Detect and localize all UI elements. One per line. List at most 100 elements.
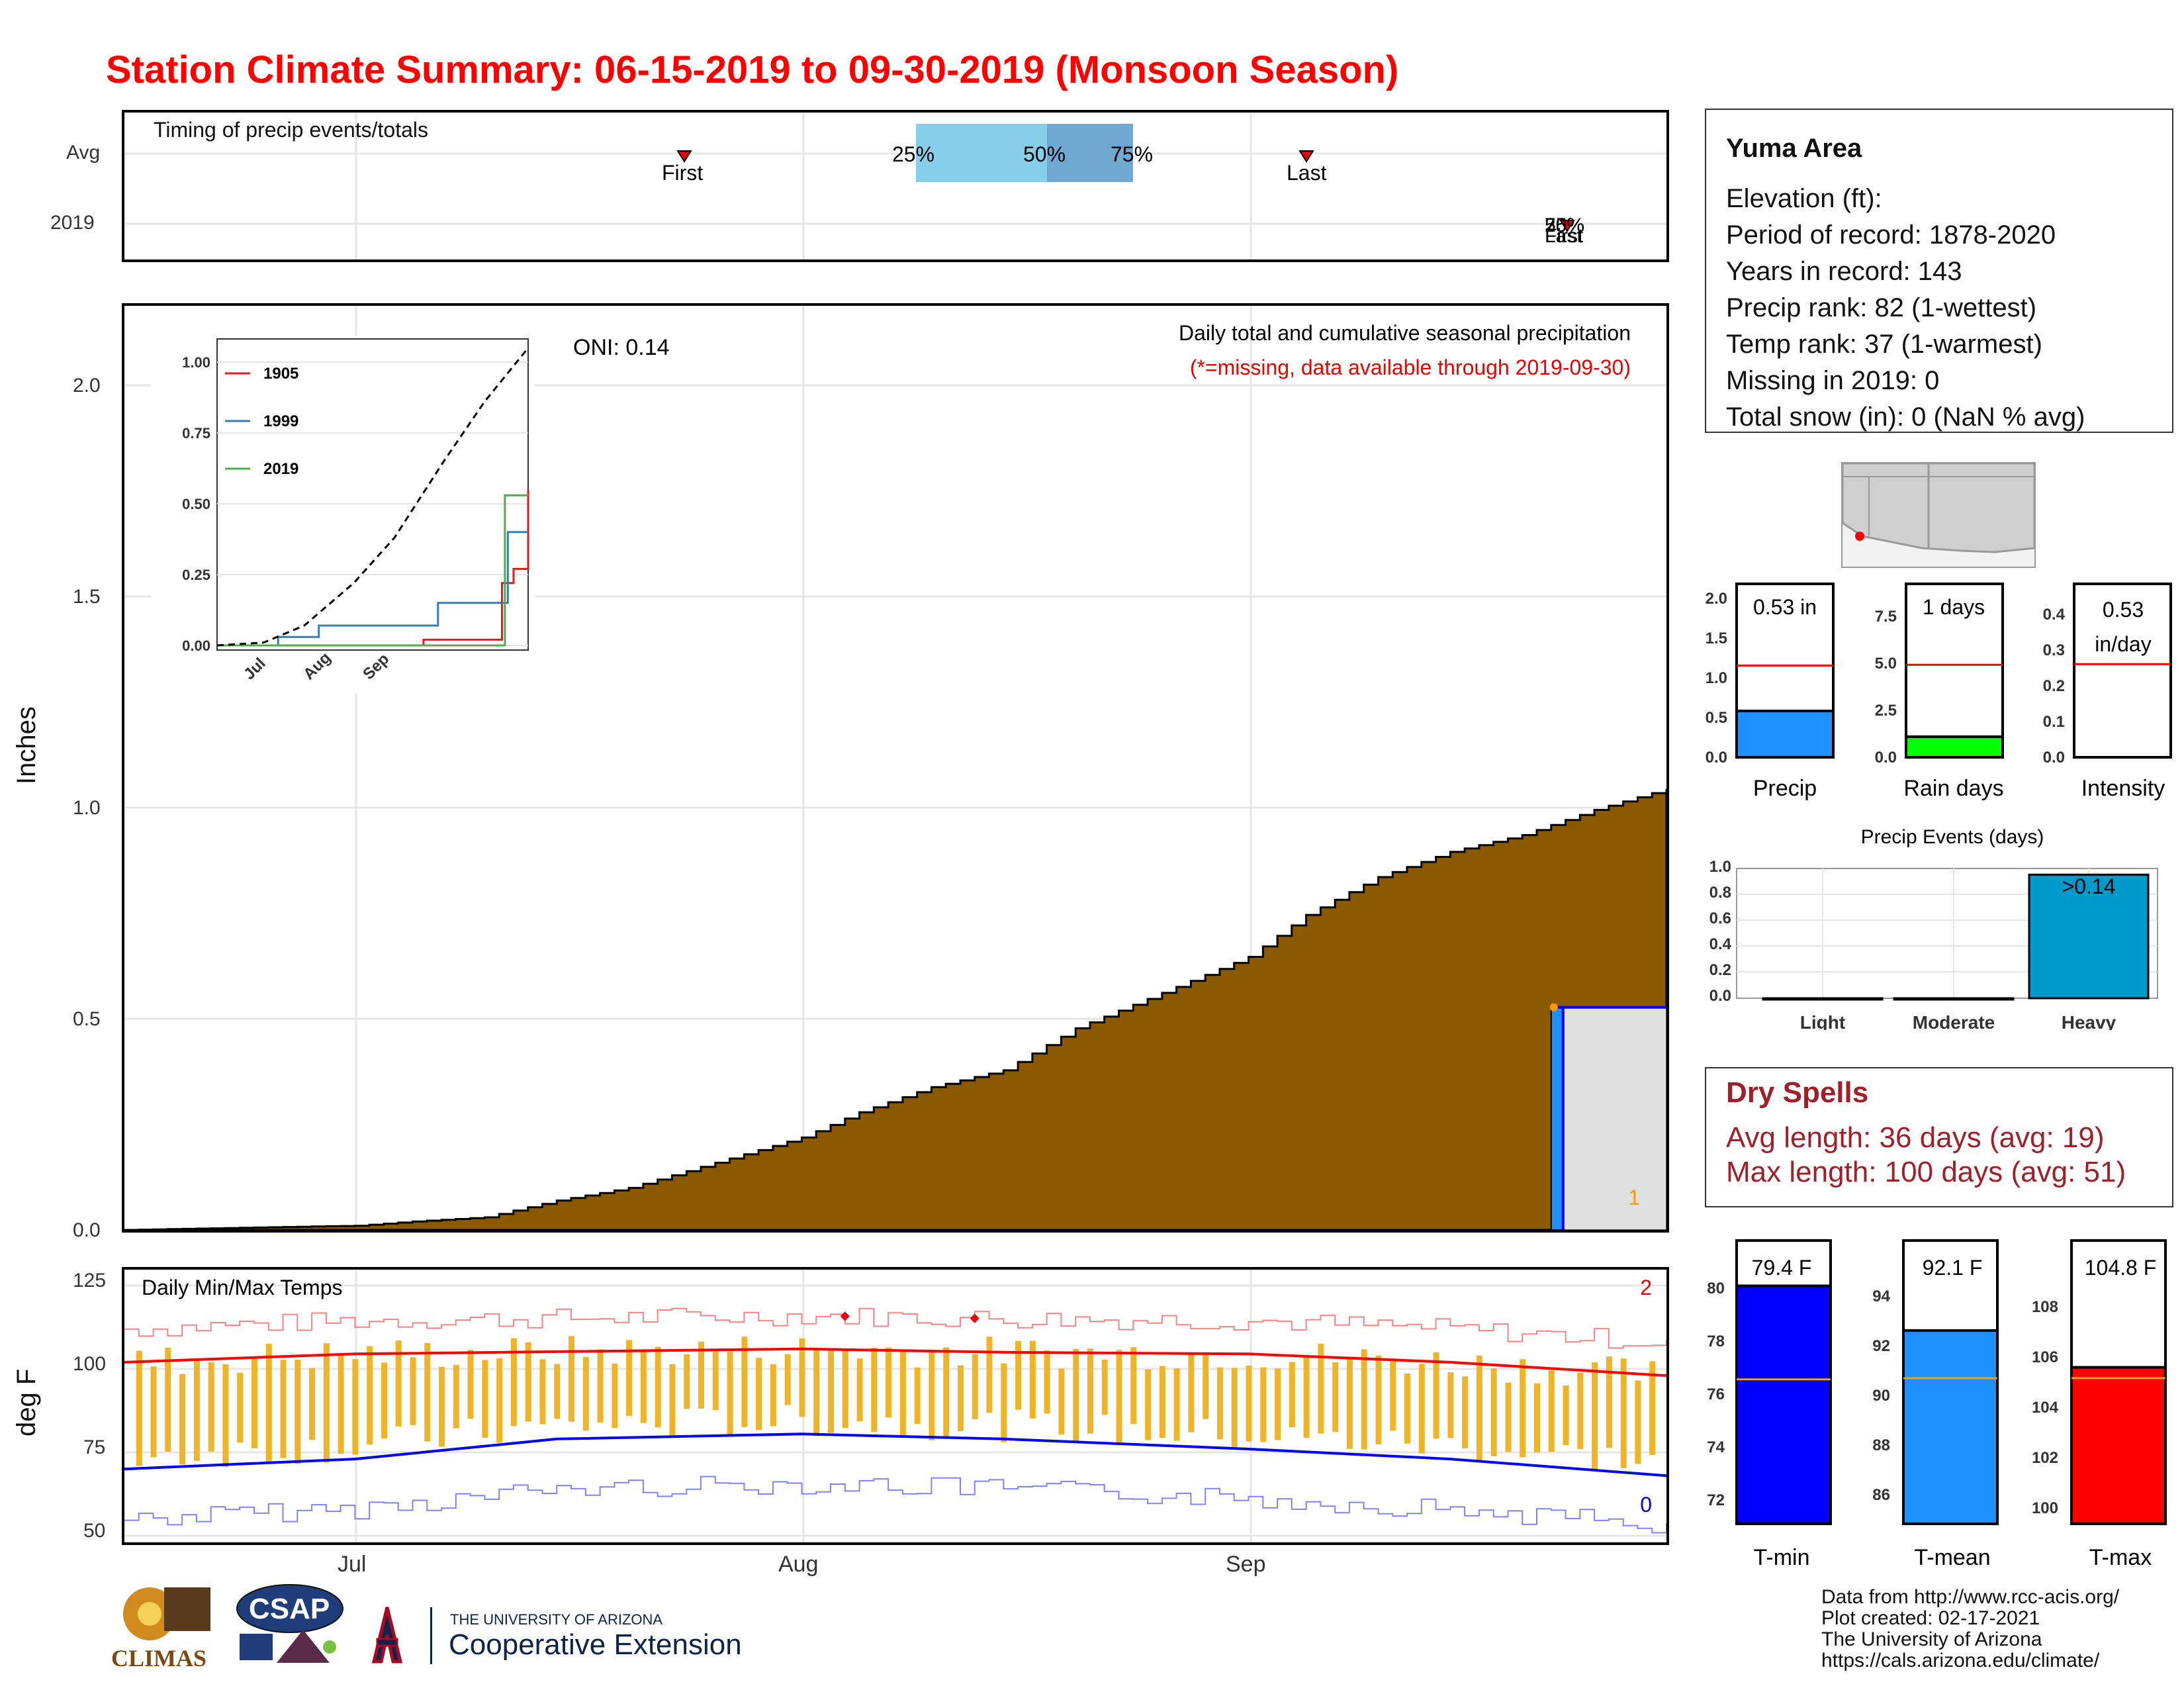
- daily-temp-range-bar: [871, 1348, 878, 1432]
- timing-panel: 25% 50% 75% First Last 25% 50% 75% First…: [122, 110, 1669, 262]
- main-ytick-2.0: 2.0: [73, 375, 101, 397]
- intensity-ytick-1: 0.1: [2043, 713, 2065, 731]
- events-ytick-5: 1.0: [1709, 858, 1731, 876]
- daily-temps-chart: Daily Min/Max Temps 2 0: [124, 1270, 1666, 1542]
- daily-temp-range-bar: [237, 1372, 244, 1443]
- daily-temp-range-bar: [929, 1352, 935, 1440]
- inset-line-2019: [217, 494, 528, 647]
- daily-temp-range-bar: [265, 1343, 272, 1463]
- daily-temp-range-bar: [424, 1342, 431, 1442]
- climas-logo-text: CLIMAS: [111, 1645, 207, 1671]
- inset-legend-1905: 1905: [263, 365, 298, 383]
- intensity-frame: [2073, 583, 2172, 759]
- tmean-label: T-mean: [1914, 1545, 1990, 1570]
- timing-row-label-2019: 2019: [50, 212, 95, 234]
- dry-spells-max: Max length: 100 days (avg: 51): [1726, 1156, 2126, 1188]
- temp-ytick-75: 75: [83, 1436, 106, 1458]
- overlap-label-75: 75%: [1545, 214, 1584, 236]
- daily-temp-range-bar: [1620, 1358, 1627, 1468]
- csap-logo-graphic: [236, 1584, 343, 1663]
- temp-ytick-50: 50: [83, 1520, 106, 1542]
- record-high-marker: [840, 1311, 850, 1321]
- quartile-label-50: 50%: [1023, 142, 1066, 166]
- events-ytick-1: 0.2: [1709, 961, 1731, 979]
- daily-temp-range-bar: [1116, 1350, 1122, 1442]
- daily-precip-point: [1549, 1003, 1558, 1011]
- inset-cumulative-chart: 1.00 0.75 0.50 0.25 0.00 Jul Aug Sep 190…: [182, 338, 529, 683]
- tmean-ytick-94: 94: [1872, 1288, 1890, 1305]
- temp-ytick-100: 100: [73, 1353, 107, 1375]
- first-label: First: [662, 161, 703, 185]
- footer-data-source: Data from http://www.rcc-acis.org/: [1821, 1586, 2120, 1608]
- daily-temp-range-bar: [1015, 1340, 1022, 1410]
- daily-temp-range-bar: [1490, 1368, 1497, 1456]
- daily-temp-range-bar: [784, 1354, 791, 1405]
- precip-bar: [1735, 710, 1835, 759]
- timing-chart: 25% 50% 75% First Last 25% 50% 75% First…: [124, 113, 1666, 259]
- daily-temp-range-bar: [626, 1340, 633, 1417]
- daily-temp-range-bar: [193, 1360, 200, 1461]
- precip-ytick-3: 1.5: [1706, 630, 1727, 647]
- main-ytick-0.0: 0.0: [73, 1219, 101, 1241]
- normal-low-line: [124, 1432, 1666, 1477]
- raindays-ytick-2: 5.0: [1875, 655, 1897, 673]
- daily-temp-range-bar: [539, 1359, 546, 1425]
- daily-temp-range-bar: [467, 1349, 474, 1419]
- quartile-box-dark: [1047, 124, 1133, 182]
- daily-temp-range-bar: [1260, 1367, 1267, 1442]
- events-bar-heavy: [2028, 873, 2150, 1000]
- xtick-sep: Sep: [1226, 1552, 1266, 1577]
- footer-plot-created: Plot created: 02-17-2021: [1821, 1607, 2040, 1629]
- daily-temp-range-bar: [1246, 1366, 1252, 1442]
- daily-temp-range-bar: [1505, 1382, 1512, 1452]
- events-bar-moderate: [1893, 997, 2015, 1001]
- daily-temp-range-bar: [1087, 1348, 1093, 1434]
- intensity-value-1: 0.53: [2103, 598, 2144, 622]
- daily-temp-range-bar: [1044, 1350, 1050, 1414]
- daily-temp-range-bar: [972, 1354, 978, 1419]
- events-ytick-3: 0.6: [1709, 910, 1731, 927]
- daily-temp-range-bar: [1476, 1355, 1482, 1463]
- precip-ytick-1: 0.5: [1706, 709, 1727, 727]
- intensity-label: Intensity: [2081, 776, 2165, 801]
- dry-spells-box: Dry Spells Avg length: 36 days (avg: 19)…: [1705, 1067, 2173, 1207]
- inset-xtick-sep: Sep: [359, 650, 392, 683]
- xtick-jul: Jul: [338, 1552, 367, 1577]
- daily-temp-range-bar: [1101, 1360, 1108, 1415]
- daily-temp-range-bar: [208, 1362, 214, 1452]
- daily-temp-range-bar: [482, 1360, 488, 1438]
- tmax-ytick-100: 100: [2032, 1499, 2058, 1517]
- missing-days: Missing in 2019: 0: [1726, 366, 1940, 395]
- daily-temp-range-bar: [323, 1343, 330, 1463]
- precip-value: 0.53 in: [1753, 595, 1817, 619]
- main-title: Daily total and cumulative seasonal prec…: [1179, 321, 1631, 345]
- daily-temp-range-bar: [1275, 1368, 1281, 1440]
- daily-temp-range-bar: [986, 1336, 993, 1413]
- overlap-label-last: Last: [1545, 225, 1582, 247]
- precip-ytick-2: 1.0: [1706, 669, 1727, 687]
- timing-row-label-avg: Avg: [66, 142, 101, 164]
- daily-temp-range-bar: [1390, 1361, 1396, 1431]
- temp-panel-label: Daily Min/Max Temps: [142, 1276, 342, 1299]
- daily-temp-range-bar: [727, 1351, 733, 1436]
- inset-line-1999: [217, 531, 528, 647]
- first-marker: [676, 150, 692, 163]
- season-totals-charts: 0.0 0.5 1.0 1.5 2.0 0.0 2.5 5.0 7.5 0.0 …: [1706, 583, 2172, 801]
- raindays-frame: [1905, 583, 2004, 759]
- period-of-record: Period of record: 1878-2020: [1726, 220, 2056, 250]
- daily-temp-range-bar: [222, 1364, 229, 1468]
- daily-temp-range-bar: [1563, 1385, 1569, 1445]
- daily-temp-range-bar: [669, 1364, 676, 1436]
- daily-temp-range-bar: [756, 1358, 762, 1430]
- ua-big-text: Cooperative Extension: [449, 1628, 742, 1661]
- raindays-ytick-1: 2.5: [1875, 702, 1897, 720]
- inset-line-average: [216, 347, 529, 647]
- daily-temp-range-bar: [136, 1350, 142, 1466]
- climas-logo: CLIMAS: [110, 1583, 218, 1673]
- dry-spells-title: Dry Spells: [1726, 1076, 1869, 1109]
- page-title: Station Climate Summary: 06-15-2019 to 0…: [106, 48, 1399, 91]
- daily-temp-range-bar: [1217, 1367, 1223, 1440]
- daily-temp-range-bar: [1159, 1366, 1165, 1438]
- temp-rank: Temp rank: 37 (1-warmest): [1726, 330, 2042, 359]
- overlap-label-25: 25%: [1545, 214, 1584, 236]
